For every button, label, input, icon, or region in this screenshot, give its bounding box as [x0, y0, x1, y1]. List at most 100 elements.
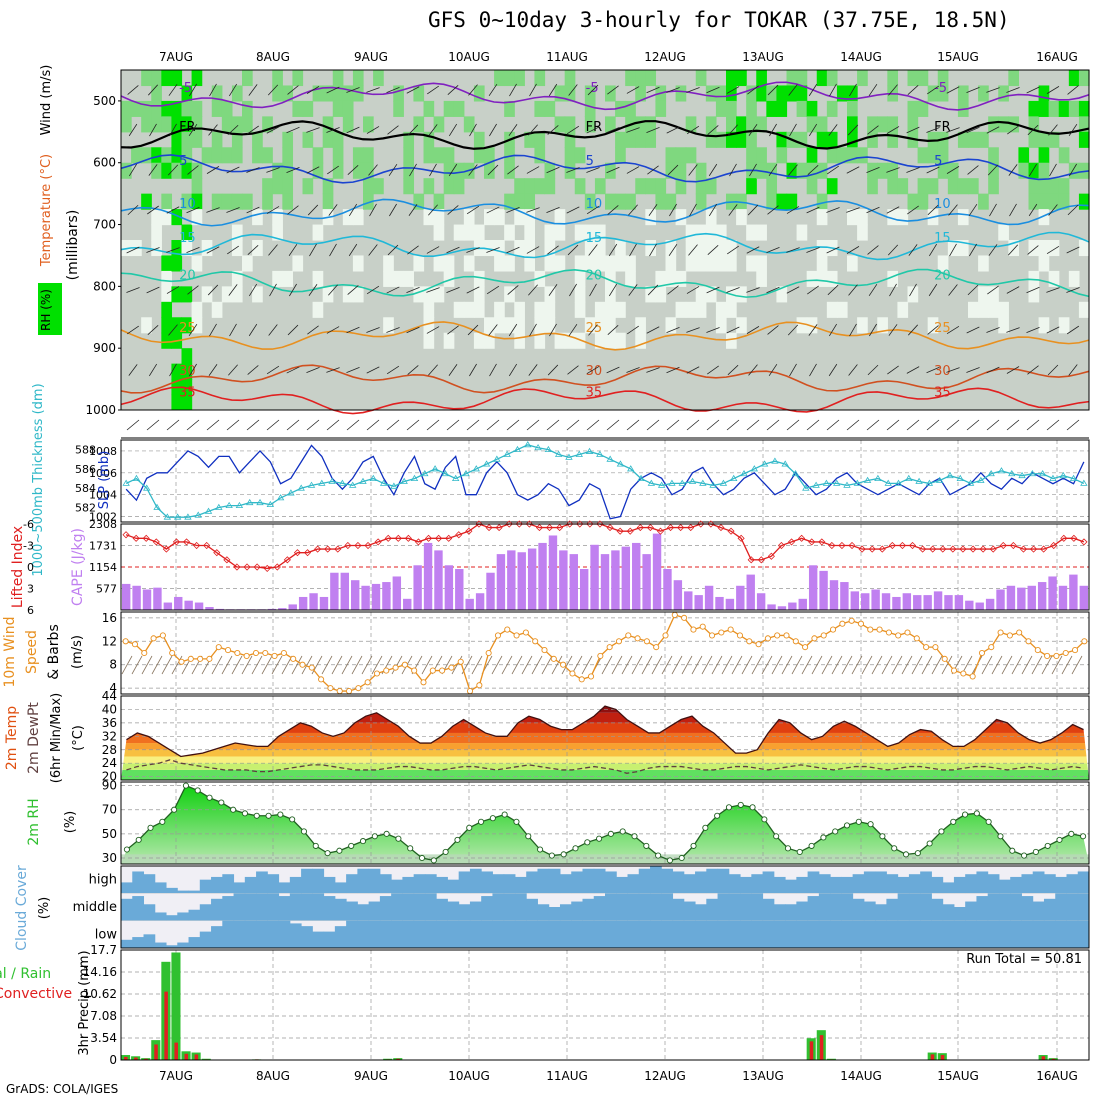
cloud-bar-high [402, 877, 414, 893]
rh-cell [545, 225, 556, 241]
rh-cell [424, 209, 435, 225]
cloud-bar-middle [549, 907, 561, 921]
cloud-bar-low [537, 921, 549, 948]
cloud-bar-low [301, 926, 313, 948]
rh-cell [726, 333, 737, 349]
y-tick-label: 36 [102, 716, 117, 730]
data-point [188, 656, 193, 661]
wind-barb [782, 656, 792, 674]
cloud-bar-middle [965, 902, 977, 921]
rh-cell [625, 255, 636, 271]
rh-cell [403, 271, 414, 287]
rh-cell [797, 101, 808, 117]
cloud-bar-high [1033, 871, 1045, 893]
rh-cell [242, 116, 253, 132]
cloud-bar-high [988, 874, 1000, 893]
precip-conv-bar [174, 1043, 178, 1060]
isotherm-label: FR [179, 120, 196, 135]
cloud-bar-high [324, 877, 336, 893]
rh-cell [1059, 317, 1070, 333]
data-point [337, 688, 342, 693]
rh-cell [514, 302, 525, 318]
rh-cell [1029, 101, 1040, 117]
data-point [360, 838, 365, 843]
rh-cell [978, 194, 989, 210]
rh-cell [807, 178, 818, 194]
rh-cell [998, 317, 1009, 333]
cloud-bar-low [819, 921, 831, 948]
rh-cell [857, 317, 868, 333]
data-point [396, 836, 401, 841]
data-point [440, 668, 445, 673]
data-point [419, 855, 424, 860]
rh-cell [726, 302, 737, 318]
rh-cell [454, 302, 465, 318]
data-point [979, 650, 984, 655]
cloud-bar-middle [245, 893, 257, 920]
cloud-bar-high [189, 891, 201, 894]
data-point [142, 650, 147, 655]
rh-cell [484, 163, 495, 179]
data-point [207, 656, 212, 661]
cloud-bar-middle [909, 893, 921, 920]
data-point [551, 656, 556, 661]
rh-cell [978, 132, 989, 148]
cloud-bar-high [785, 880, 797, 894]
rh-cell [353, 147, 364, 163]
rh-cell [817, 255, 828, 271]
cape-bar [320, 597, 328, 610]
cloud-bar-high [740, 877, 752, 893]
cloud-bar-low [706, 921, 718, 948]
cloud-bar-middle [504, 893, 516, 920]
rh-cell [242, 101, 253, 117]
rh-cell [756, 70, 767, 86]
data-point [793, 639, 798, 644]
rh-cell [635, 116, 646, 132]
cloud-bar-low [999, 921, 1011, 948]
data-point [290, 817, 295, 822]
cloud-bar-middle [301, 893, 313, 920]
cloud-bar-middle [571, 902, 583, 921]
cloud-bar-middle [1010, 893, 1022, 920]
data-point [803, 645, 808, 650]
rh-cell [222, 116, 233, 132]
rh-cell [807, 116, 818, 132]
rh-cell [575, 147, 586, 163]
isotherm-label: -5 [586, 81, 599, 96]
cloud-bar-high [1078, 871, 1090, 893]
rh-cell [171, 286, 182, 302]
cloud-bar-low [425, 921, 437, 948]
data-point [961, 671, 966, 676]
data-point [756, 642, 761, 647]
rh-cell [877, 163, 888, 179]
cloud-bar-high [144, 874, 156, 893]
rh-cell [1039, 178, 1050, 194]
data-point [886, 630, 891, 635]
cloud-bar-low [841, 921, 853, 948]
cloud-bar-low [346, 921, 358, 948]
temp-label-2: 2m DewPt [26, 702, 42, 774]
cloud-bar-middle [808, 896, 820, 921]
rh-cell [1079, 302, 1090, 318]
data-point [349, 843, 354, 848]
rh-cell [696, 286, 707, 302]
rh-cell [424, 147, 435, 163]
side-label-wind: Wind (m/s) [39, 65, 54, 136]
cloud-bar-high [976, 871, 988, 893]
cloud-bar-middle [234, 893, 246, 920]
rh-cell [534, 101, 545, 117]
data-point [235, 650, 240, 655]
rh-cell [1049, 194, 1060, 210]
cloud-bar-high [729, 874, 741, 893]
rh-cell [1039, 147, 1050, 163]
cloud-bar-low [402, 921, 414, 948]
data-point [691, 843, 696, 848]
rh-cell [161, 271, 172, 287]
temp-units: (°C) [71, 725, 86, 751]
cloud-bar-low [639, 921, 651, 948]
rh-cell [494, 70, 505, 86]
rh-cell [444, 178, 455, 194]
cape-bar [976, 603, 984, 610]
data-point [443, 849, 448, 854]
